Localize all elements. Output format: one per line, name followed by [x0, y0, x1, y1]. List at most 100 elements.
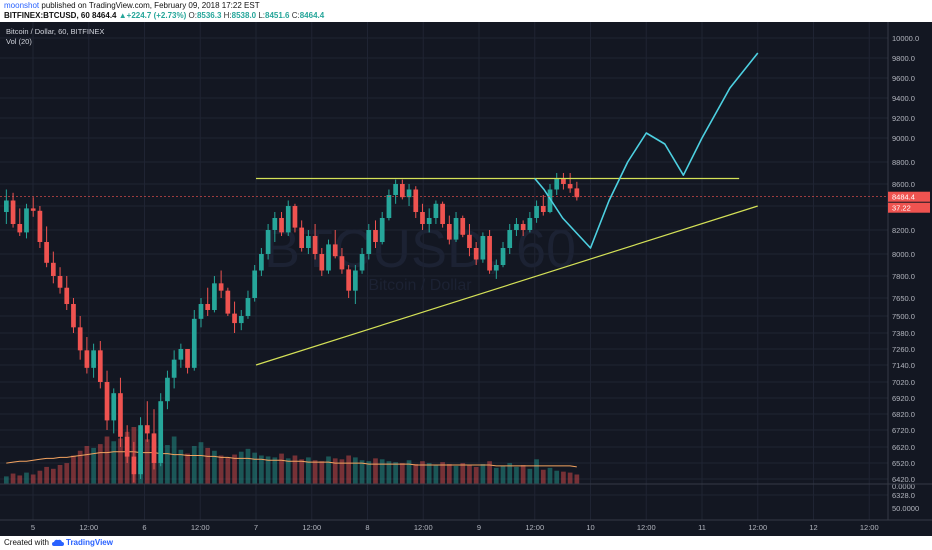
time-tick-label: 12:00: [637, 523, 656, 532]
volume-bar: [514, 466, 519, 484]
volume-bar: [446, 464, 452, 484]
candle-body: [420, 212, 425, 224]
candle-body: [547, 189, 553, 212]
time-tick-label: 7: [254, 523, 258, 532]
volume-bar: [332, 458, 338, 484]
volume-bar: [71, 455, 76, 484]
candle-body: [326, 244, 331, 271]
candle-body: [527, 218, 533, 230]
chart-legend-title: Bitcoin / Dollar, 60, BITFINEX: [6, 27, 104, 36]
candle-body: [84, 350, 90, 368]
candle-body: [567, 184, 573, 189]
candle-body: [514, 224, 519, 230]
price-tick-label: 9600.0: [892, 74, 915, 83]
volume-bar: [77, 450, 83, 484]
volume-bar: [218, 455, 224, 484]
candle-body: [353, 270, 358, 291]
candle-body: [379, 218, 385, 242]
candle-body: [118, 393, 123, 437]
price-tick-label: 8000.0: [892, 250, 915, 259]
up-arrow-icon: ▲: [118, 11, 127, 20]
volume-bar: [393, 462, 398, 484]
time-tick-label: 8: [365, 523, 369, 532]
time-tick-label: 12:00: [302, 523, 321, 532]
volume-bar: [453, 465, 459, 484]
last-price-badge-label: 8484.4: [892, 193, 915, 202]
volume-bar: [10, 473, 16, 484]
volume-bar: [111, 441, 117, 484]
grid: [0, 22, 888, 520]
tradingview-brand[interactable]: TradingView: [66, 538, 113, 547]
volume-bar: [359, 460, 365, 484]
candle-body: [225, 290, 231, 314]
rising-trendline: [255, 205, 758, 366]
candle-body: [97, 350, 103, 382]
price-tick-label: 6620.0: [892, 443, 915, 452]
publish-line: moonshot published on TradingView.com, F…: [4, 1, 260, 10]
candle-body: [10, 200, 16, 224]
price-tick-label: 6328.0: [892, 491, 915, 500]
symbol-label: BITFINEX:BTCUSD, 60: [4, 11, 90, 20]
volume-bar: [366, 461, 372, 484]
volume-bar: [198, 442, 204, 484]
close-label: C:: [291, 11, 300, 20]
candle-body: [346, 269, 351, 291]
price-tick-label: 7140.0: [892, 361, 915, 370]
author-link[interactable]: moonshot: [4, 1, 40, 10]
volume-badge-label: 37.22: [892, 204, 911, 213]
candle-body: [198, 304, 204, 319]
volume-bar: [104, 436, 110, 484]
volume-bar: [144, 439, 150, 484]
candle-body: [259, 254, 264, 271]
volume-bar: [346, 455, 351, 484]
candle-body: [50, 262, 56, 276]
candle-body: [393, 184, 398, 195]
candle-body: [171, 359, 177, 378]
price-tick-label: 7800.0: [892, 272, 915, 281]
candle-body: [306, 236, 311, 248]
candle-body: [212, 283, 217, 310]
volume-bar: [540, 469, 546, 484]
volume-tick-label: 50.0000: [892, 504, 919, 513]
volume-bar: [232, 454, 237, 484]
volume-bar: [50, 468, 56, 484]
candle-body: [426, 218, 432, 224]
candle-body: [30, 208, 36, 211]
time-tick-label: 9: [477, 523, 481, 532]
volume-bar: [4, 476, 9, 484]
candle-body: [4, 200, 9, 212]
volume-bar: [399, 463, 405, 484]
price-tick-label: 6920.0: [892, 394, 915, 403]
price-tick-label: 9400.0: [892, 94, 915, 103]
time-tick-label: 12:00: [191, 523, 210, 532]
candle-body: [366, 230, 372, 254]
candle-body: [520, 224, 526, 230]
candle-body: [77, 327, 83, 351]
candle-body: [339, 256, 345, 270]
volume-bar: [178, 449, 184, 484]
candle-body: [359, 254, 365, 271]
candle-body: [500, 248, 506, 265]
time-tick-label: 12:00: [748, 523, 767, 532]
volume-bar: [339, 459, 345, 484]
volume-bar: [245, 448, 251, 484]
volume-bar: [24, 472, 29, 484]
time-tick-label: 12:00: [525, 523, 544, 532]
publish-header: moonshot published on TradingView.com, F…: [0, 0, 932, 22]
candle-body: [399, 184, 405, 198]
time-tick-label: 12:00: [79, 523, 98, 532]
volume-bar: [406, 460, 412, 484]
volume-bar: [534, 459, 539, 484]
candles: [4, 173, 580, 483]
volume-tick-label: 0.0000: [892, 482, 915, 491]
price-tick-label: 8800.0: [892, 158, 915, 167]
watermark-subtitle: Bitcoin / Dollar: [368, 277, 472, 294]
candle-body: [91, 350, 96, 368]
volume-bar: [460, 463, 466, 484]
candle-body: [232, 313, 237, 324]
candle-body: [57, 276, 63, 288]
candle-body: [406, 189, 412, 198]
candle-body: [440, 203, 445, 224]
candle-body: [218, 283, 224, 291]
